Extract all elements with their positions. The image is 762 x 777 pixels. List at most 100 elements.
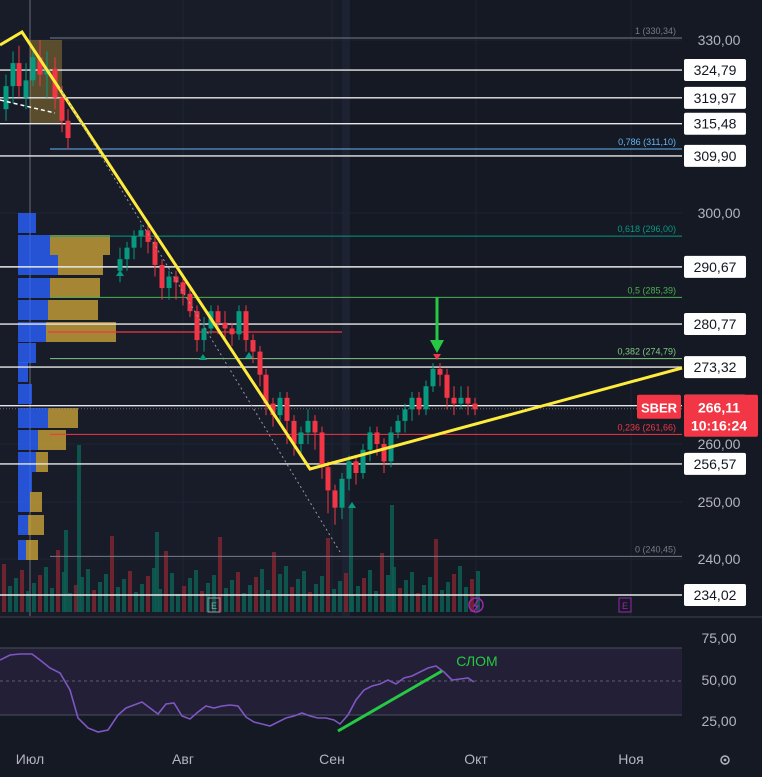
candle-body[interactable] (65, 120, 71, 139)
level-price-tag[interactable] (684, 144, 746, 167)
time-axis-label: Авг (172, 751, 194, 767)
candle-body[interactable] (298, 432, 304, 444)
volume-bar (140, 584, 144, 612)
candle-body[interactable] (236, 311, 242, 335)
trendline[interactable] (0, 29, 683, 471)
volume-bar (92, 590, 96, 612)
candle-body[interactable] (173, 276, 179, 283)
candle-body[interactable] (3, 86, 9, 110)
candle-body[interactable] (284, 397, 290, 421)
level-price-tag[interactable] (684, 255, 746, 278)
rsi-axis-tick: 75,00 (701, 630, 736, 646)
dashed-trendline (59, 87, 341, 553)
volume-profile-bar (18, 213, 36, 233)
candle-body[interactable] (444, 374, 450, 398)
rsi-line[interactable] (0, 653, 475, 733)
candle-body[interactable] (465, 397, 471, 404)
level-price-tag[interactable] (684, 584, 746, 606)
candle-body[interactable] (215, 311, 221, 323)
candle-body[interactable] (117, 259, 123, 271)
candle-body[interactable] (243, 311, 249, 341)
candle-body[interactable] (305, 420, 311, 433)
candle-body[interactable] (145, 230, 151, 242)
candle-body[interactable] (201, 328, 207, 341)
volume-bar (446, 582, 450, 612)
event-marker[interactable] (207, 597, 221, 613)
candle-body[interactable] (312, 420, 318, 433)
level-price-tag[interactable] (684, 59, 746, 82)
candle-body[interactable] (437, 368, 443, 375)
candle-body[interactable] (409, 397, 415, 410)
candle-body[interactable] (263, 374, 269, 404)
candle-body[interactable] (10, 63, 16, 87)
volume-bar (272, 552, 276, 612)
candle-body[interactable] (325, 467, 331, 491)
last-price-tag[interactable] (684, 394, 758, 437)
volume-bar (390, 505, 394, 612)
volume-bar (110, 536, 114, 612)
candle-body[interactable] (381, 444, 387, 462)
candle-body[interactable] (451, 397, 457, 404)
rsi-trendline[interactable] (337, 669, 443, 733)
candle-body[interactable] (138, 230, 144, 237)
candle-body[interactable] (319, 432, 325, 468)
candle-body[interactable] (430, 368, 436, 387)
candle-body[interactable] (353, 461, 359, 473)
candle-body[interactable] (159, 264, 165, 289)
candle-body[interactable] (291, 420, 297, 444)
candle-body[interactable] (367, 432, 373, 450)
buy-signal-icon (116, 270, 124, 276)
candle-body[interactable] (229, 328, 235, 335)
candle-body[interactable] (250, 340, 256, 352)
settings-gear-icon[interactable] (720, 755, 730, 765)
volume-bar (56, 550, 60, 612)
candle-body[interactable] (346, 461, 352, 479)
candle-body[interactable] (339, 478, 345, 508)
candle-body[interactable] (16, 63, 22, 87)
candle-body[interactable] (166, 276, 172, 289)
level-price-tag[interactable] (684, 452, 746, 475)
candle-body[interactable] (416, 397, 422, 410)
volume-bar (98, 582, 102, 612)
candle-body[interactable] (423, 386, 429, 410)
level-price-tag[interactable] (684, 356, 746, 379)
lightning-icon[interactable] (468, 597, 484, 613)
candle-body[interactable] (30, 57, 36, 81)
candle-body[interactable] (59, 97, 65, 121)
candle-body[interactable] (152, 241, 158, 265)
event-marker[interactable] (618, 597, 632, 613)
candle-body[interactable] (402, 409, 408, 421)
candle-body[interactable] (23, 80, 29, 98)
level-price-tag[interactable] (684, 112, 746, 135)
buy-signal-icon (348, 502, 356, 508)
volume-bar (434, 539, 438, 612)
volume-bar (77, 445, 81, 612)
volume-bar (146, 576, 150, 612)
candle-body[interactable] (194, 311, 200, 341)
candle-body[interactable] (180, 282, 186, 294)
level-price-tag[interactable] (684, 313, 746, 336)
candle-body[interactable] (395, 420, 401, 433)
candle-body[interactable] (332, 490, 338, 508)
volume-bar (410, 572, 414, 612)
candle-body[interactable] (360, 449, 366, 473)
volume-bar (416, 593, 420, 612)
candle-body[interactable] (270, 403, 276, 416)
time-axis-label: Окт (464, 751, 488, 767)
candle-body[interactable] (131, 236, 137, 248)
candle-body[interactable] (277, 397, 283, 416)
candle-body[interactable] (257, 351, 263, 375)
candle-body[interactable] (222, 322, 228, 329)
candle-body[interactable] (37, 57, 43, 75)
candle-body[interactable] (374, 432, 380, 444)
candle-body[interactable] (124, 247, 130, 260)
buy-signal-icon (245, 352, 253, 358)
candle-body[interactable] (472, 403, 478, 410)
ticker-tag[interactable] (637, 394, 681, 419)
settings-gear-center (723, 758, 727, 762)
level-price-tag[interactable] (684, 86, 746, 109)
volume-profile-bar (36, 452, 48, 472)
candle-body[interactable] (458, 397, 464, 404)
